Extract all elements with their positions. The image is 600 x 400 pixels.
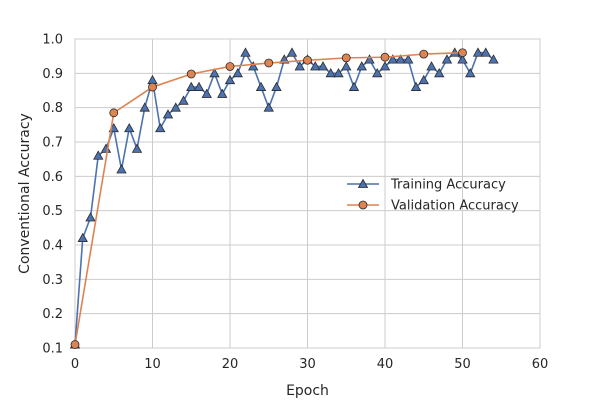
validation-data-point [380,52,390,62]
training-data-point [364,54,375,64]
training-data-point [232,68,243,78]
training-data-point [155,122,166,133]
training-data-point [186,81,197,91]
y-axis-label: Conventional Accuracy [17,113,33,274]
training-data-point [472,47,484,57]
training-data-point [271,81,282,91]
training-data-point [418,74,429,85]
training-data-point [116,164,127,174]
training-data-point [372,68,383,78]
training-data-point [387,54,398,64]
training-data-point [488,54,499,64]
training-data-point [379,61,391,71]
training-data-point [201,88,212,98]
x-tick-label: 20 [222,357,239,372]
training-data-point [170,102,181,112]
training-data-point [240,47,251,57]
training-data-point [193,81,205,91]
x-tick-label: 50 [454,357,471,372]
validation-data-point [419,49,429,59]
training-data-point [426,61,437,71]
y-tick-label: 0.7 [42,136,63,151]
training-data-point [162,109,174,119]
x-tick-label: 10 [144,357,161,372]
plot-frame [74,38,541,349]
training-data-point [465,68,476,78]
training-data-point [333,68,344,78]
x-tick-label: 40 [377,357,394,372]
training-data-point [263,102,274,112]
training-data-point [480,47,491,57]
training-data-point [410,81,422,91]
training-data-point [93,150,104,160]
training-data-point [348,81,360,91]
y-tick-label: 1.0 [42,33,63,48]
x-tick-label: 30 [299,357,316,372]
series-training [69,47,499,349]
validation-data-point [109,108,119,118]
training-data-point [294,61,305,71]
validation-data-point [458,48,467,58]
validation-data-point [341,53,351,63]
training-data-point [124,122,135,133]
training-data-point [224,74,236,85]
validation-data-point [225,62,235,71]
training-data-point [395,54,406,64]
legend: Training Accuracy Validation Accuracy [347,178,519,214]
x-axis-label: Epoch [286,383,329,399]
training-data-point [325,68,336,78]
training-data-point [147,74,158,85]
training-data-point [317,61,329,71]
legend-training-marker-icon [357,178,369,188]
y-tick-label: 0.4 [42,239,63,254]
series-layer [69,47,499,349]
legend-training-label: Training Accuracy [390,178,506,193]
validation-data-point [264,58,274,68]
x-tick-label: 0 [71,357,79,372]
validation-data-point [70,340,80,349]
training-data-point [85,212,96,222]
y-axis-ticks: 0.1 0.2 0.3 0.4 0.5 0.6 0.7 0.8 0.9 1.0 [42,33,63,357]
training-data-point [286,47,298,57]
y-tick-label: 0.2 [42,307,63,322]
series-validation [70,48,467,349]
y-tick-label: 0.1 [42,342,63,357]
legend-validation-marker-icon [358,200,368,210]
training-data-point [178,95,189,105]
y-tick-label: 0.6 [42,170,63,185]
validation-data-point [186,69,196,79]
validation-data-point [148,82,157,92]
training-data-point [217,88,228,98]
training-data-point [441,54,453,64]
training-data-point [255,81,267,91]
y-tick-label: 0.8 [42,101,63,116]
training-data-point [139,102,150,112]
training-data-point [341,61,352,71]
x-axis-ticks: 0 10 20 30 40 50 60 [71,357,548,372]
training-data-point [209,68,220,78]
y-tick-label: 0.5 [42,204,63,219]
training-data-point [356,61,367,71]
training-data-point [100,143,112,153]
training-data-point [457,54,468,64]
training-data-point [248,61,259,71]
y-tick-label: 0.3 [42,273,63,288]
validation-data-point [303,55,312,65]
training-data-point [310,61,321,71]
y-tick-label: 0.9 [42,67,63,82]
training-data-point [131,143,143,153]
x-tick-label: 60 [532,357,549,372]
training-data-point [77,232,88,243]
legend-validation-label: Validation Accuracy [391,199,519,214]
grid [74,38,541,349]
training-data-point [403,54,414,64]
training-data-point [434,68,445,78]
